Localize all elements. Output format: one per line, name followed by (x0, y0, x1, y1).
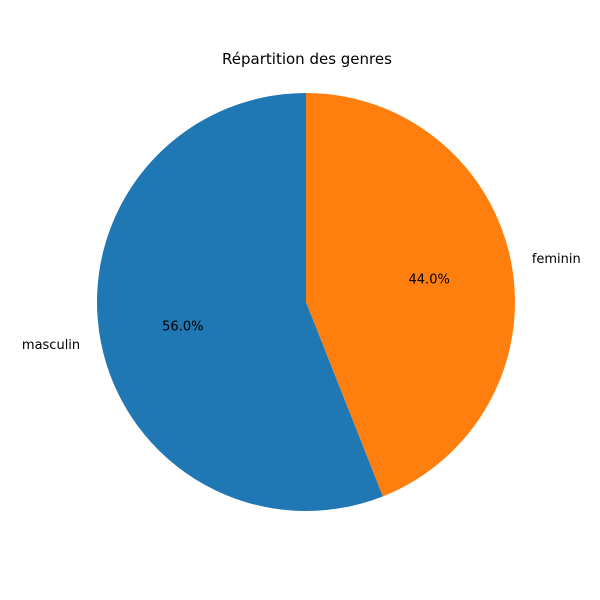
slice-label-feminin: feminin (532, 252, 581, 267)
pie-labels: masculin 56.0% feminin 44.0% (22, 252, 581, 353)
slice-percent-masculin: 56.0% (162, 319, 203, 334)
pie-slices (97, 93, 515, 511)
chart-title: Répartition des genres (222, 50, 392, 68)
slice-label-masculin: masculin (22, 338, 80, 353)
pie-slice-masculin (97, 93, 383, 511)
slice-percent-feminin: 44.0% (409, 273, 450, 288)
pie-slice-feminin (306, 93, 515, 497)
